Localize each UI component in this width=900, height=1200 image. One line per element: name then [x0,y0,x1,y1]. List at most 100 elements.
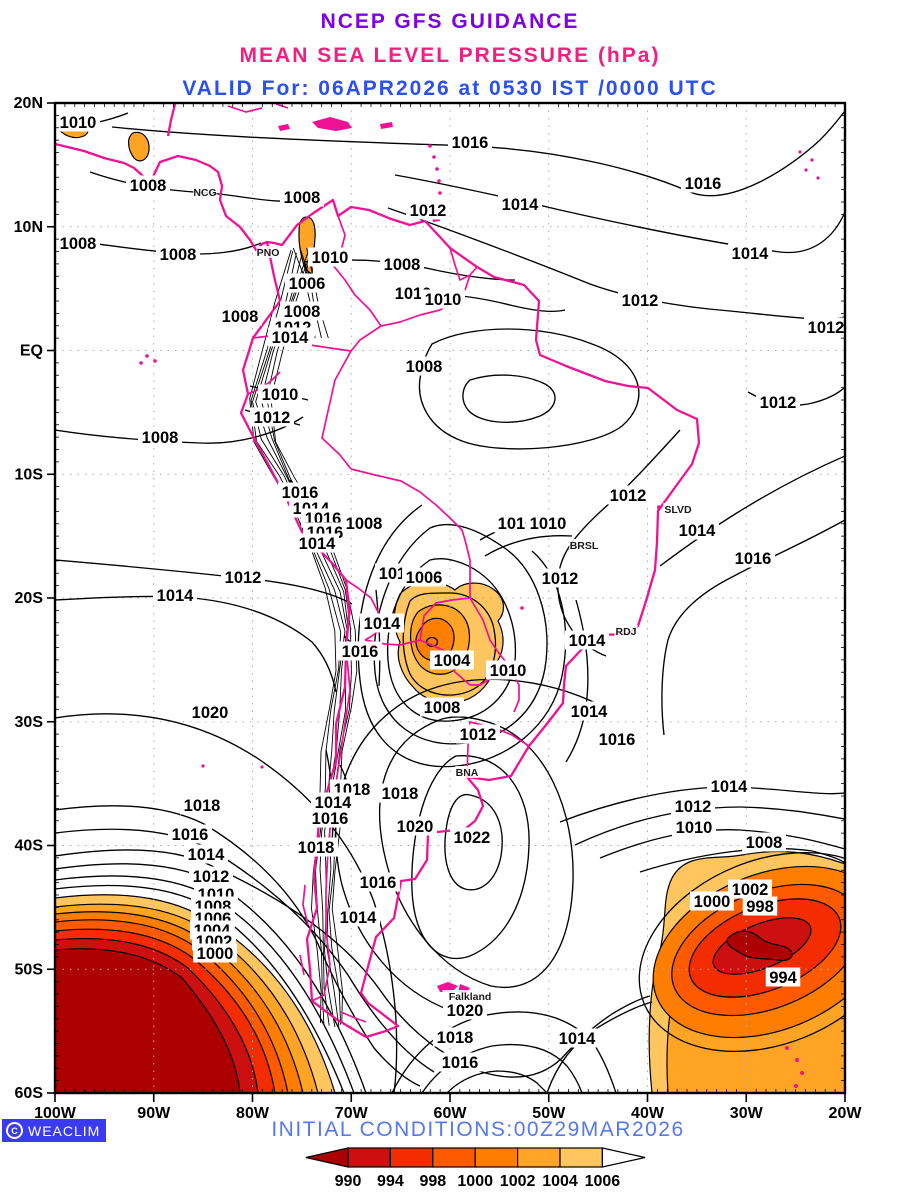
contour-label: 1010 [672,817,716,837]
isobar [391,1011,617,1092]
lat-label: 30S [15,714,44,731]
lon-label: 70W [335,1105,369,1122]
contour-label: 1008 [218,306,262,326]
contour-label: 1008 [280,301,324,321]
contour-label: 1004 [430,650,474,670]
svg-text:1012: 1012 [675,798,712,816]
chile-islands [302,884,309,926]
svg-text:1008: 1008 [284,189,321,207]
city-label: PNO [256,246,280,259]
svg-text:1008: 1008 [130,177,167,195]
svg-text:1010: 1010 [312,249,349,267]
city-label: SLVD [657,503,693,516]
svg-text:1000: 1000 [694,893,731,911]
svg-text:1008: 1008 [160,246,197,264]
svg-text:1008: 1008 [284,303,321,321]
colorbar-value: 990 [335,1173,362,1190]
contour-label: 1008 [138,427,182,447]
contour-label: 1014 [295,533,339,553]
contour-label: 1020 [393,816,437,836]
svg-text:1002: 1002 [732,881,769,899]
antilles-island [435,167,439,171]
svg-text:RDJ: RDJ [615,626,636,638]
contour-label: 1008 [402,356,446,376]
lon-label: 100W [34,1105,77,1122]
svg-text:1020: 1020 [192,704,229,722]
galapagos-island [145,354,149,358]
lat-label: 20S [15,590,44,607]
city-label: BNA [455,766,479,779]
svg-text:1016: 1016 [172,826,209,844]
contour-label: 1008 [126,175,170,195]
svg-text:1016: 1016 [735,550,772,568]
city-label: BRSL [569,539,599,552]
falkland-islands [437,982,458,992]
galapagos-island [153,359,157,363]
contour-label: 1014 [153,585,197,605]
contour-label: 1014 [565,630,609,650]
isobar [462,374,556,423]
antilles-island [428,144,432,148]
contour-label: 1016 [168,824,212,844]
terrain-contour [255,253,348,1027]
svg-text:1014: 1014 [711,778,749,796]
isobar [639,847,844,873]
svg-text:1010: 1010 [60,114,97,132]
contour-label: 1008 [156,244,200,264]
svg-text:1010: 1010 [490,662,527,680]
colorbar-segment [559,1147,604,1168]
svg-text:1014: 1014 [732,245,770,263]
svg-text:1012: 1012 [760,394,797,412]
chile-islands [299,954,305,976]
antilles-island [437,179,441,183]
svg-text:1022: 1022 [454,829,491,847]
subtitle-valid-time: VALID For: 06APR2026 at 0530 IST /0000 U… [182,77,718,100]
contour-label: 1022 [450,827,494,847]
svg-text:994: 994 [769,969,797,987]
svg-text:SLVD: SLVD [664,504,692,516]
contour-label: 1008 [56,233,100,253]
contour-label: 1014 [728,243,772,263]
svg-text:1008: 1008 [746,834,783,852]
svg-text:1012: 1012 [410,202,447,220]
contour-label: 1006 [402,567,446,587]
svg-text:1014: 1014 [157,587,195,605]
contour-label: 1002 [728,879,772,899]
lon-label: 90W [137,1105,171,1122]
svg-text:1018: 1018 [184,797,221,815]
isobar [56,416,304,444]
contour-label: 1012 [189,866,233,886]
lon-label: 80W [236,1105,270,1122]
contour-label: 1008 [380,254,424,274]
city-label: RDJ [614,625,638,638]
colorbar-value: 1002 [500,1173,536,1190]
isobar [335,678,603,1012]
contour-label: 1016 [356,872,400,892]
lat-label: 60S [15,1085,44,1102]
svg-text:1012: 1012 [610,487,647,505]
svg-text:1008: 1008 [424,699,461,717]
contour-label: 1012 [250,407,294,427]
colorbar-left-arrow [305,1147,349,1168]
border [345,579,382,641]
island-dot [800,1071,804,1075]
isobar [111,111,844,197]
isobar [447,1070,547,1092]
contour-label: 1010 [526,513,570,533]
city-label: NCG [193,186,217,199]
isobar [484,534,573,557]
svg-text:1012: 1012 [542,570,579,588]
contour-label: 1008 [342,513,386,533]
puerto-rico-island [380,122,393,129]
svg-text:1020: 1020 [447,1002,484,1020]
contour-label: 1016 [438,1052,482,1072]
island-dot [795,1058,799,1062]
border [340,1011,367,1023]
contour-label: 1012 [538,568,582,588]
svg-text:1016: 1016 [685,175,722,193]
contour-label: 998 [742,896,778,916]
contour-label: 1016 [681,173,725,193]
svg-text:1018: 1018 [382,785,419,803]
